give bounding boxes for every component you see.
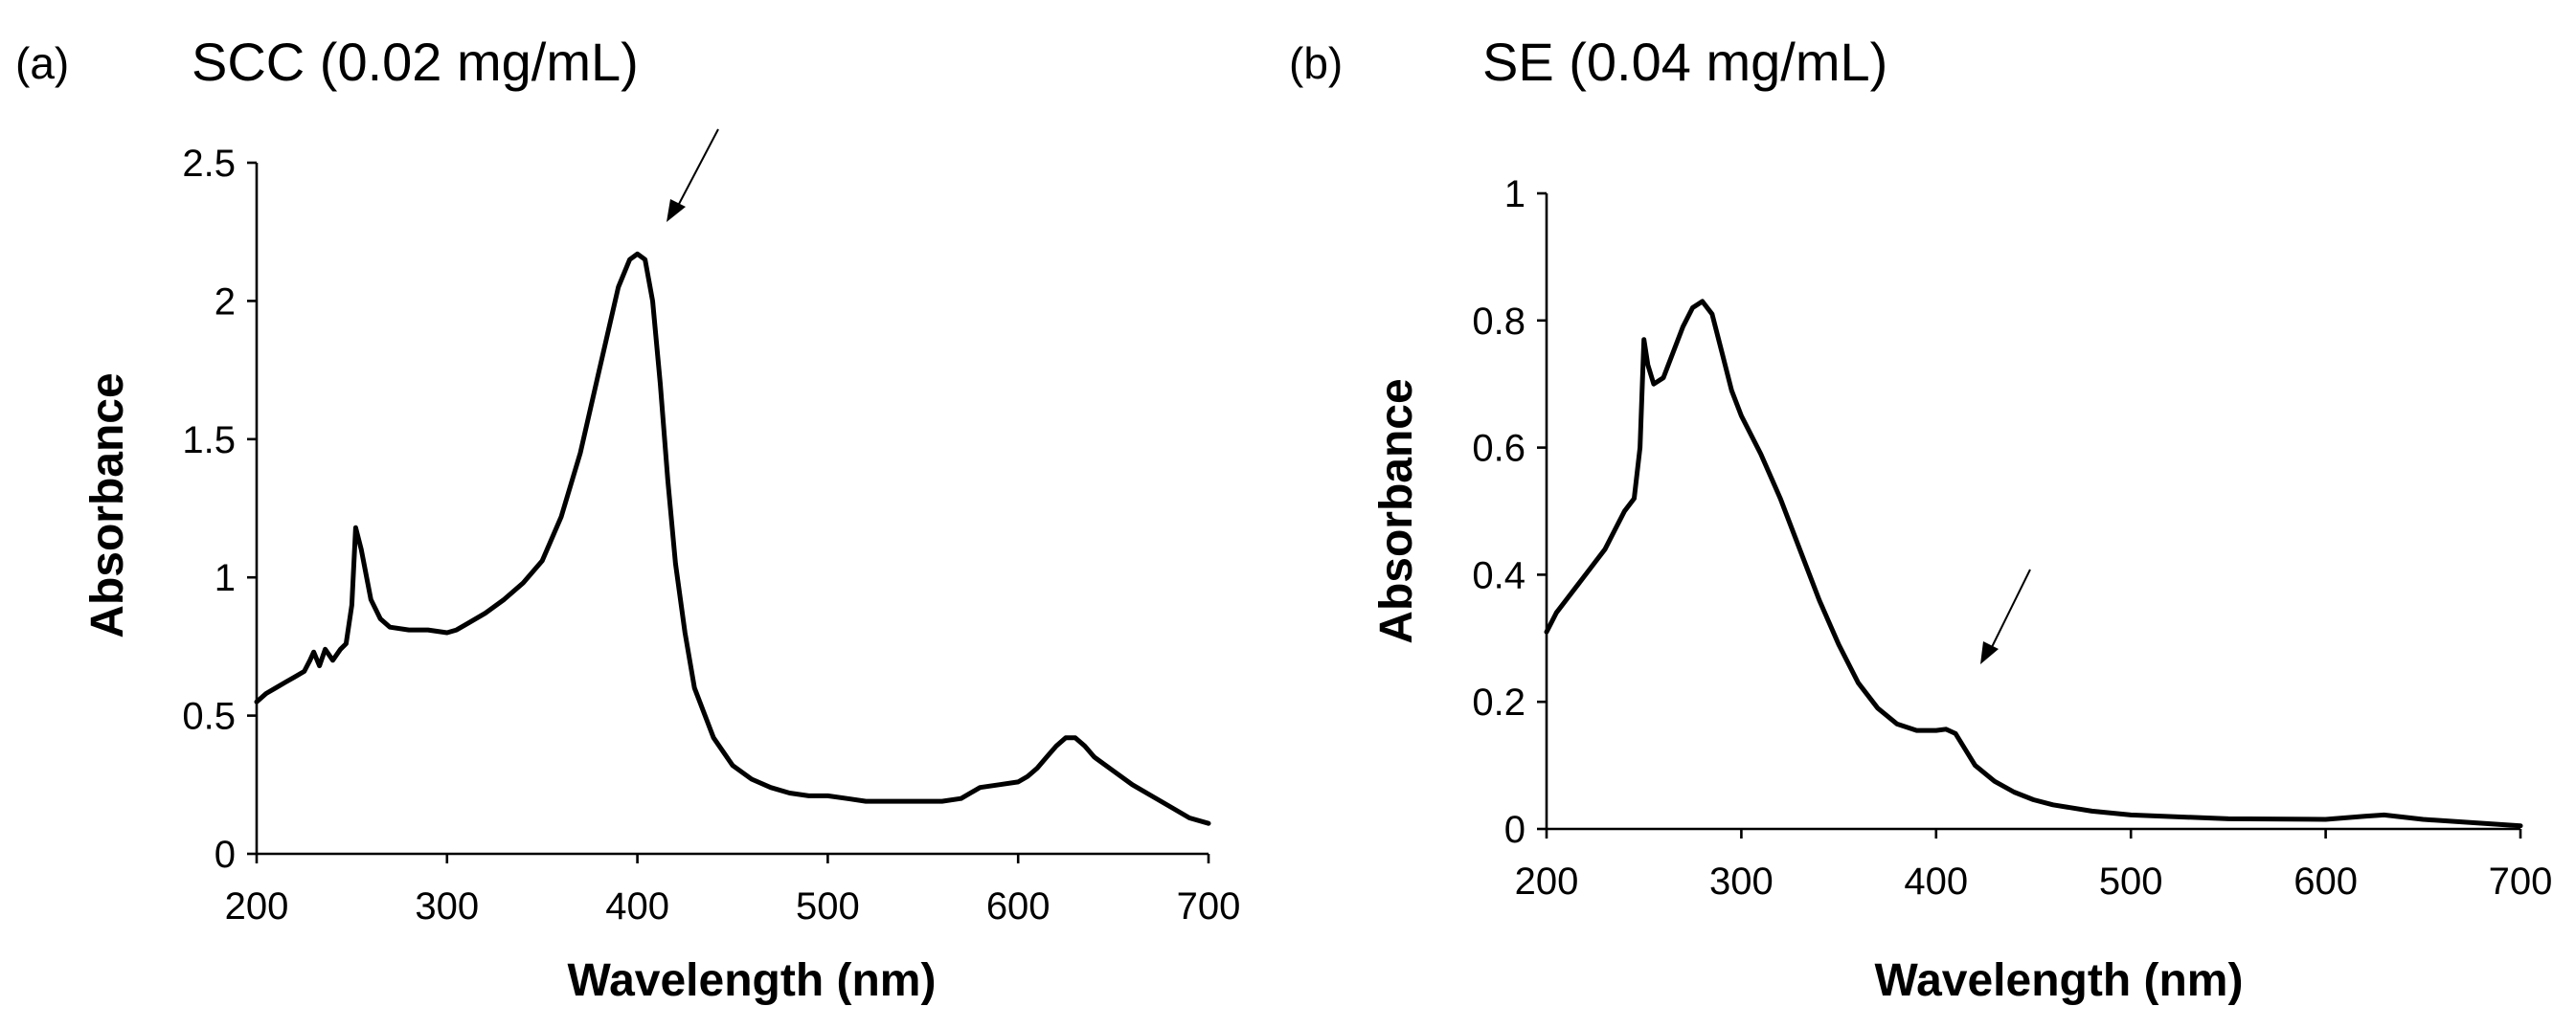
panel-b-y-tick-label: 1	[1504, 173, 1525, 215]
panel-b-y-axis-label: Absorbance	[1371, 378, 1422, 643]
panel-a-x-axis-label: Wavelength (nm)	[568, 955, 937, 1006]
panel-b-x-tick-label: 400	[1904, 861, 1968, 903]
panel-a-arrow-shaft	[677, 128, 719, 207]
panel-a-y-axis-label: Absorbance	[82, 372, 133, 638]
chart-panel-a: (a) SCC (0.02 mg/mL) 200 300 400 500 600 700 …	[15, 32, 1240, 1006]
panel-a-arrow-head	[667, 199, 686, 222]
panel-a-x-tick-label: 400	[605, 885, 669, 928]
panel-a-x-tick-label: 700	[1177, 885, 1241, 928]
panel-a-y-tick-label: 1.5	[182, 419, 236, 461]
panel-b-x-axis-label: Wavelength (nm)	[1875, 955, 2244, 1006]
panel-b-y-tick-label: 0.4	[1472, 554, 1525, 596]
chart-panel-b: (b) SE (0.04 mg/mL) 200 300 400 500 600 700 0…	[1289, 32, 2552, 1006]
panel-b-x-tick-label: 600	[2294, 861, 2358, 903]
panel-a-y-tick-label: 1	[215, 557, 236, 599]
panel-b-y-tick-label: 0.2	[1472, 682, 1525, 724]
panel-a-y-ticks: 0 0.5 1 1.5 2 2.5	[182, 143, 257, 876]
panel-b-x-ticks: 200 300 400 500 600 700	[1515, 829, 2553, 903]
panel-b-x-tick-label: 300	[1709, 861, 1774, 903]
panel-a-title: SCC (0.02 mg/mL)	[192, 32, 639, 92]
panel-b-x-tick-label: 200	[1515, 861, 1579, 903]
panel-a-x-tick-label: 200	[225, 885, 289, 928]
panel-b-y-ticks: 0 0.2 0.4 0.6 0.8 1	[1472, 173, 1547, 851]
panel-b-x-tick-label: 500	[2099, 861, 2163, 903]
panel-a-y-tick-label: 2	[215, 280, 236, 323]
panel-a-x-tick-label: 300	[415, 885, 479, 928]
panel-a-y-tick-label: 0.5	[182, 696, 236, 738]
panel-b-y-tick-label: 0.8	[1472, 301, 1525, 343]
panel-b-y-tick-label: 0.6	[1472, 428, 1525, 470]
panel-a-absorbance-line	[254, 251, 1211, 826]
panel-b-title: SE (0.04 mg/mL)	[1482, 32, 1887, 92]
panel-b-arrow-head	[1980, 641, 1999, 664]
panel-a-x-tick-label: 600	[986, 885, 1051, 928]
panel-b-label: (b)	[1289, 38, 1343, 88]
panel-b-arrow-shaft	[1991, 569, 2031, 648]
panel-b-absorbance-line	[1544, 299, 2523, 829]
panel-a-label: (a)	[15, 38, 69, 88]
panel-a-x-tick-label: 500	[796, 885, 860, 928]
panel-b-y-tick-label: 0	[1504, 809, 1525, 851]
panel-b-annotation-arrow	[1980, 569, 2031, 664]
panel-a-x-ticks: 200 300 400 500 600 700	[225, 854, 1241, 928]
panel-a-annotation-arrow	[667, 128, 719, 222]
panel-a-y-tick-label: 2.5	[182, 143, 236, 185]
panel-b-x-tick-label: 700	[2489, 861, 2553, 903]
panel-a-y-tick-label: 0	[215, 834, 236, 876]
